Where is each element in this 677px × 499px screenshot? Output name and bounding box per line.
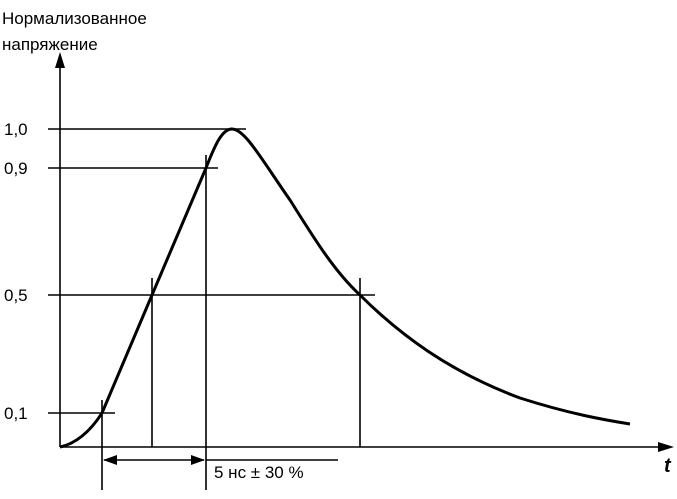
pulse-curve — [59, 127, 631, 449]
level-label: 0,1 — [4, 404, 28, 423]
y-axis-label: Нормализованное — [2, 9, 147, 28]
level-label: 1,0 — [4, 120, 28, 139]
level-label: 0,9 — [4, 159, 28, 178]
level-label: 0,5 — [4, 286, 28, 305]
annotation: 5 нс ± 30 % — [214, 463, 304, 482]
arrow-head — [191, 455, 205, 465]
x-axis-label: t — [664, 455, 672, 477]
x-axis-arrow — [658, 442, 674, 452]
arrow-head — [103, 455, 117, 465]
y-axis-label: напряжение — [2, 35, 98, 54]
y-axis-arrow — [55, 52, 65, 68]
